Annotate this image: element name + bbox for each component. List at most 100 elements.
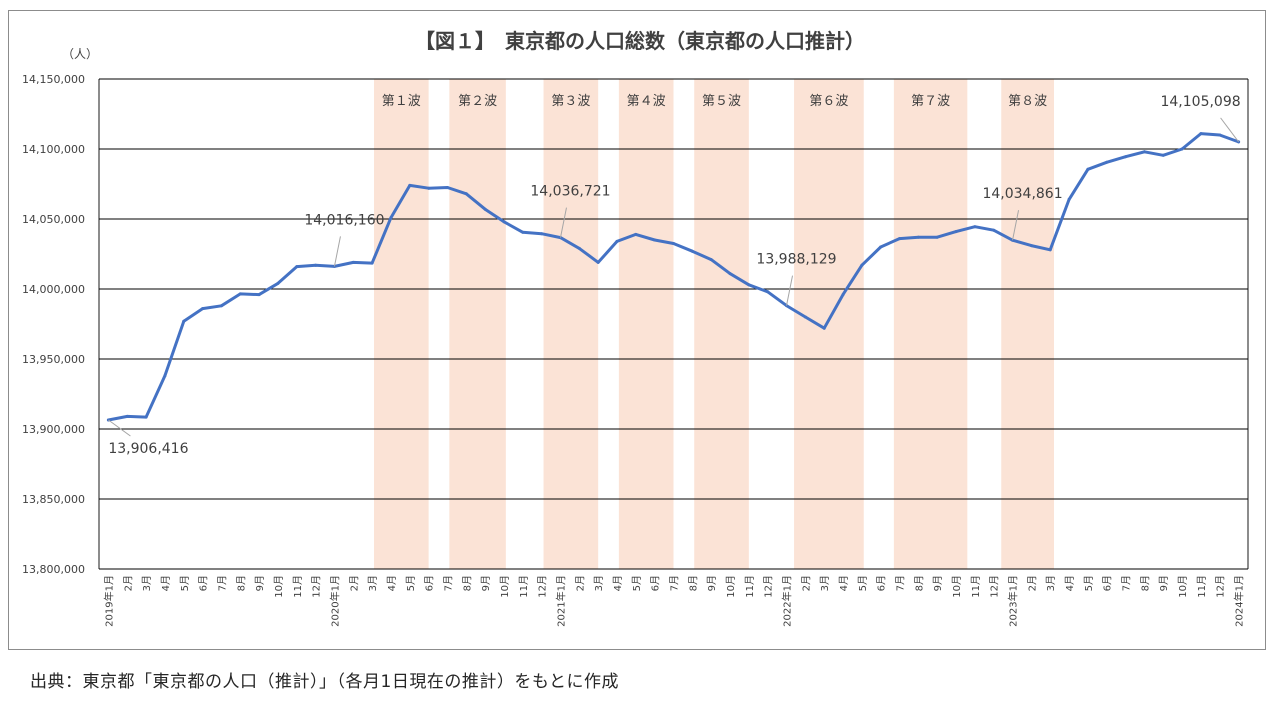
x-tick-label: 11月 (1196, 575, 1208, 598)
y-axis-labels: 13,800,000 13,850,000 13,900,000 13,950,000… (22, 73, 85, 576)
data-point (257, 293, 261, 297)
data-point (389, 216, 393, 220)
data-point (1161, 153, 1165, 157)
data-point (1086, 167, 1090, 171)
chart-title: 【図１】 東京都の人口総数（東京都の人口推計） (415, 29, 865, 53)
data-point (276, 281, 280, 285)
x-tick-label: 2019年1月 (102, 575, 115, 627)
data-point (672, 242, 675, 245)
wave-band-label-3: 第３波 (551, 94, 590, 109)
data-point (954, 230, 958, 234)
data-point (973, 225, 977, 229)
data-point (916, 235, 920, 239)
data-point (370, 261, 374, 265)
x-tick-label: 6月 (876, 575, 888, 591)
x-tick-label: 10月 (1177, 575, 1189, 598)
y-tick-label: 14,050,000 (22, 213, 85, 226)
y-tick-label: 13,950,000 (22, 353, 85, 366)
y-tick-label: 13,900,000 (22, 423, 85, 436)
x-tick-label: 9月 (480, 575, 492, 591)
x-tick-label: 9月 (932, 575, 944, 591)
data-point (163, 374, 167, 378)
data-point (690, 249, 694, 253)
data-point (747, 283, 751, 287)
x-tick-label: 9月 (706, 575, 718, 591)
population-series (106, 132, 1241, 422)
x-tick-label: 11月 (744, 575, 756, 598)
x-tick-label: 6月 (650, 575, 662, 591)
data-point (219, 304, 223, 308)
data-point (540, 232, 544, 236)
y-tick-label: 14,000,000 (22, 283, 85, 296)
y-tick-label: 14,100,000 (22, 143, 85, 156)
annotation-leader (333, 236, 341, 267)
wave-band-label-4: 第４波 (627, 94, 666, 109)
wave-band-label-8: 第８波 (1008, 94, 1047, 109)
data-label: 13,988,129 (756, 252, 836, 268)
x-tick-label: 12月 (537, 575, 549, 598)
x-tick-label: 7月 (895, 575, 907, 591)
x-tick-label: 7月 (669, 575, 681, 591)
x-tick-label: 4月 (1064, 575, 1076, 591)
data-label: 14,034,861 (982, 186, 1062, 202)
wave-band-8 (1001, 79, 1054, 569)
unit-label: （人） (62, 47, 98, 61)
x-tick-label: 3月 (1045, 575, 1057, 591)
x-tick-label: 11月 (518, 575, 530, 598)
wave-band-label-6: 第６波 (809, 94, 848, 109)
wave-band-label-1: 第１波 (382, 94, 421, 109)
x-tick-label: 2020年1月 (328, 575, 341, 627)
x-tick-label: 2月 (574, 575, 586, 591)
data-point (351, 260, 355, 264)
x-tick-label: 3月 (367, 575, 379, 591)
x-tick-label: 5月 (405, 575, 417, 591)
x-tick-label: 10月 (273, 575, 285, 598)
data-point (521, 230, 525, 234)
data-point (1124, 155, 1128, 159)
x-tick-label: 6月 (1102, 575, 1114, 591)
data-point (182, 319, 186, 323)
data-point (1067, 197, 1071, 201)
x-tick-label: 7月 (216, 575, 228, 591)
x-tick-label: 2024年1月 (1233, 575, 1246, 627)
data-point (709, 258, 713, 262)
x-tick-label: 12月 (763, 575, 775, 598)
x-tick-label: 10月 (499, 575, 511, 598)
data-point (295, 265, 299, 269)
annotation-leader (559, 207, 567, 238)
wave-band-label-2: 第２波 (458, 94, 497, 109)
y-tick-label: 13,800,000 (22, 563, 85, 576)
data-point (144, 415, 148, 419)
annotation-leader (108, 419, 131, 437)
x-tick-label: 2月 (122, 575, 134, 591)
data-label: 14,036,721 (530, 184, 610, 200)
data-point (879, 245, 883, 249)
x-tick-label: 6月 (424, 575, 436, 591)
gridlines (98, 78, 1249, 570)
wave-band-5 (694, 79, 749, 569)
x-tick-label: 4月 (612, 575, 624, 591)
data-point (728, 272, 732, 276)
data-point (1199, 132, 1203, 136)
data-point (314, 263, 318, 267)
data-point (841, 293, 845, 297)
data-point (992, 228, 996, 232)
data-point (860, 263, 864, 267)
annotation-leader (786, 275, 794, 306)
data-point (1142, 150, 1146, 154)
x-tick-label: 11月 (292, 575, 304, 598)
x-tick-label: 3月 (819, 575, 831, 591)
x-tick-label: 9月 (254, 575, 266, 591)
x-tick-label: 5月 (1083, 575, 1095, 591)
x-tick-label: 3月 (141, 575, 153, 591)
data-point (1048, 248, 1052, 252)
data-point (427, 186, 431, 190)
data-point (1218, 133, 1222, 137)
wave-band-7 (893, 79, 968, 569)
wave-band-3 (543, 79, 599, 569)
wave-band-1 (374, 79, 429, 569)
x-tick-label: 11月 (970, 575, 982, 598)
wave-band-4 (618, 79, 674, 569)
x-tick-label: 5月 (857, 575, 869, 591)
